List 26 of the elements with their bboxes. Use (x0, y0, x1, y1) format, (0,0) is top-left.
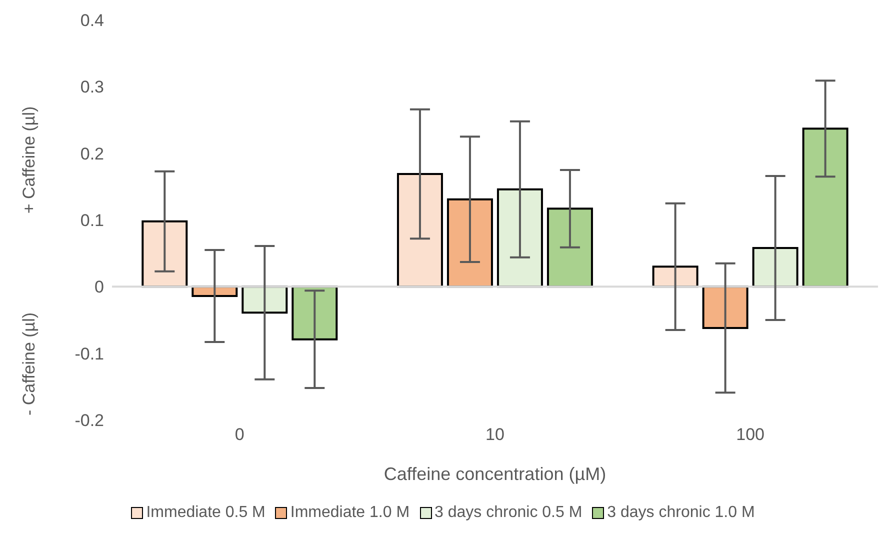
bar (752, 247, 798, 288)
bar (292, 286, 338, 340)
y-tick-label: 0.3 (80, 78, 104, 97)
text: - Caffeine (µl) (19, 312, 38, 416)
bar (142, 220, 188, 288)
y-tick-label: 0.4 (80, 11, 104, 30)
x-tick-label: 100 (736, 425, 765, 444)
bar (802, 128, 848, 288)
legend-label: 3 days chronic 1.0 M (606, 504, 755, 522)
bar (446, 198, 493, 288)
bar (396, 173, 443, 288)
bar (702, 286, 748, 329)
y-tick-label: -0.2 (74, 411, 104, 430)
bar (496, 188, 543, 288)
x-tick-label: 10 (486, 425, 504, 444)
y-tick-label: 0.1 (80, 211, 104, 230)
legend-label: 3 days chronic 0.5 M (434, 504, 582, 522)
y-tick-label: 0 (94, 278, 104, 297)
y-tick-label: -0.1 (74, 344, 104, 364)
x-axis-title: Caffeine concentration (µM) (384, 464, 606, 484)
x-tick-label: 0 (234, 425, 244, 444)
y-tick-label: 0.2 (80, 144, 104, 164)
y-axis-title: + Caffeine (µl) (19, 106, 38, 214)
legend-label: Immediate 1.0 M (289, 504, 410, 522)
bar (546, 208, 593, 288)
legend-label: Immediate 0.5 M (145, 504, 266, 522)
